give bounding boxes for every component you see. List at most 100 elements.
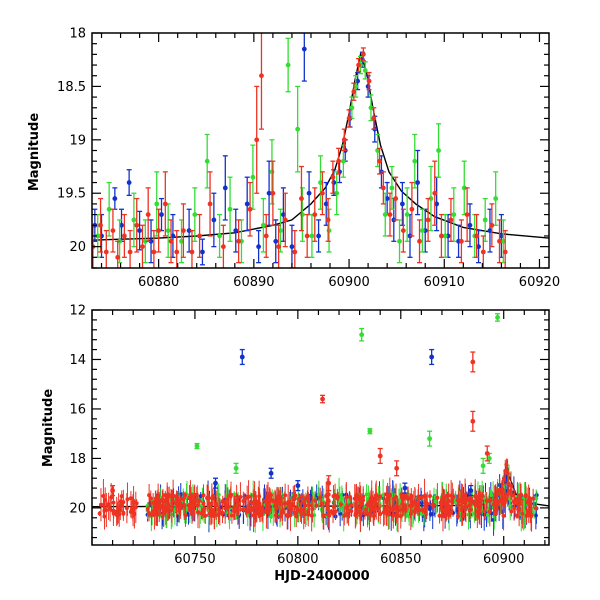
- bottom-band-point: [283, 483, 288, 507]
- top-model-curve: [92, 51, 549, 241]
- top-data-point: [458, 219, 464, 264]
- top-x-tick-label: 60900: [328, 275, 369, 290]
- top-data-point: [304, 213, 310, 258]
- top-data-point: [474, 213, 480, 258]
- top-data-point: [199, 238, 205, 266]
- top-data-point: [326, 208, 332, 253]
- top-data-point: [428, 165, 434, 232]
- bottom-band-point: [269, 491, 274, 499]
- top-data-point: [309, 213, 315, 258]
- bottom-band-point: [292, 508, 297, 517]
- top-data-point: [217, 213, 223, 258]
- bottom-band-point: [147, 483, 152, 507]
- top-data-point: [121, 213, 127, 258]
- top-y-tick-label: 20: [69, 240, 86, 255]
- top-data-point: [366, 71, 372, 91]
- top-data-point: [192, 187, 198, 242]
- top-data-point: [399, 181, 405, 226]
- bottom-band-point: [214, 490, 219, 520]
- top-data-point: [250, 144, 256, 210]
- bottom-band-point: [202, 503, 207, 514]
- bottom-band-point: [423, 501, 428, 509]
- bottom-band-point: [190, 502, 195, 509]
- bottom-band-point: [366, 499, 371, 507]
- bottom-band-point: [342, 506, 347, 526]
- top-data-point: [336, 147, 342, 175]
- bottom-band-point: [267, 487, 272, 516]
- bottom-band-point: [510, 484, 515, 506]
- bottom-band-point: [505, 458, 510, 488]
- top-x-tick-label: 60880: [138, 275, 179, 290]
- bottom-band-point: [524, 507, 529, 525]
- bottom-band-point: [441, 494, 446, 501]
- bottom-band-point: [435, 483, 440, 513]
- top-data-point: [244, 176, 250, 232]
- top-data-point: [142, 219, 148, 264]
- bottom-x-tick-label: 60900: [483, 552, 524, 567]
- bottom-y-tick-label: 16: [69, 402, 86, 417]
- bottom-band-point: [377, 491, 382, 502]
- bottom-band-point: [321, 503, 326, 530]
- bottom-band-point: [249, 494, 254, 527]
- bottom-band-point: [488, 496, 493, 503]
- top-data-point: [211, 192, 217, 248]
- bottom-data-point: [326, 475, 332, 492]
- bottom-data-point: [470, 351, 476, 373]
- bottom-band-point: [273, 491, 278, 517]
- bottom-band-point: [229, 507, 234, 524]
- top-data-point: [278, 208, 284, 253]
- bottom-data-point: [468, 484, 474, 497]
- top-data-point: [115, 240, 121, 268]
- top-data-point: [174, 229, 180, 268]
- top-data-point: [295, 85, 301, 173]
- bottom-band-point: [526, 484, 531, 517]
- top-data-point: [397, 219, 403, 264]
- bottom-band-point: [129, 500, 134, 519]
- bottom-band-point: [338, 501, 343, 508]
- top-data-point: [139, 224, 145, 268]
- top-data-point: [134, 197, 140, 253]
- bottom-band-point: [242, 492, 247, 506]
- bottom-band-point: [441, 506, 446, 516]
- bottom-band-point: [106, 492, 111, 520]
- bottom-data-point: [320, 394, 326, 404]
- bottom-data-point: [427, 430, 433, 447]
- top-data-point: [341, 128, 347, 152]
- top-data-point: [412, 133, 418, 189]
- top-y-axis-title: Magnitude: [27, 113, 42, 192]
- top-data-point: [254, 85, 260, 194]
- bottom-band-point: [241, 503, 246, 515]
- bottom-band-point: [234, 484, 239, 516]
- top-data-point: [220, 224, 226, 268]
- top-data-point: [334, 171, 340, 216]
- bottom-band-point: [111, 495, 116, 526]
- top-model-curve-group: [92, 51, 549, 241]
- bottom-band-point: [369, 480, 374, 515]
- bottom-band-point: [413, 505, 418, 515]
- top-y-tick-label: 18: [69, 27, 86, 42]
- bottom-band-point: [212, 496, 217, 530]
- top-y-tick-label: 19: [69, 133, 86, 148]
- bottom-band-point: [493, 484, 498, 517]
- top-data-point: [282, 192, 288, 248]
- bottom-band-point: [223, 492, 228, 524]
- top-x-tick-label: 60920: [519, 275, 560, 290]
- top-data-point: [247, 181, 253, 237]
- bottom-band-point: [482, 503, 487, 519]
- bottom-band-point: [528, 497, 533, 523]
- bottom-band-point: [420, 506, 425, 514]
- bottom-band-point: [412, 486, 417, 518]
- bottom-band-point: [119, 490, 124, 502]
- top-data-point: [356, 57, 362, 73]
- bottom-x-tick-label: 60850: [380, 552, 421, 567]
- top-axes: 60880 60890 60900 60910 60920 18 18.5 19 19.5 20: [57, 27, 560, 291]
- bottom-band-point: [232, 504, 237, 519]
- top-data-point: [482, 197, 488, 242]
- top-data-point: [362, 61, 368, 80]
- top-data-point: [351, 82, 357, 101]
- bottom-band-point: [264, 503, 269, 515]
- bottom-y-tick-label: 20: [69, 501, 86, 516]
- bottom-band-point: [270, 498, 275, 504]
- top-data-point: [151, 229, 157, 268]
